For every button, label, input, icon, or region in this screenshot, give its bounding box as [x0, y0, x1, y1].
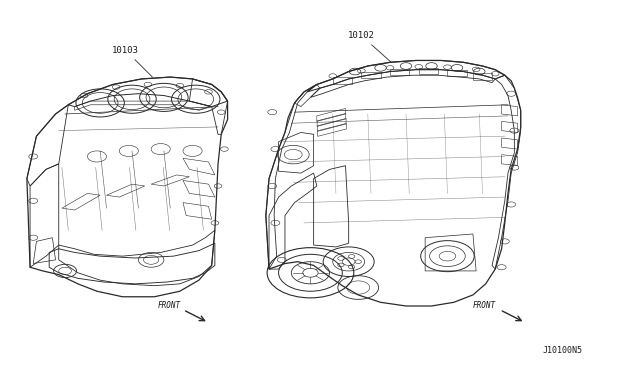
Text: FRONT: FRONT	[473, 301, 496, 311]
Text: 10102: 10102	[348, 31, 391, 62]
Text: 10103: 10103	[112, 46, 152, 77]
Text: FRONT: FRONT	[157, 301, 180, 311]
Text: J10100N5: J10100N5	[542, 346, 582, 355]
